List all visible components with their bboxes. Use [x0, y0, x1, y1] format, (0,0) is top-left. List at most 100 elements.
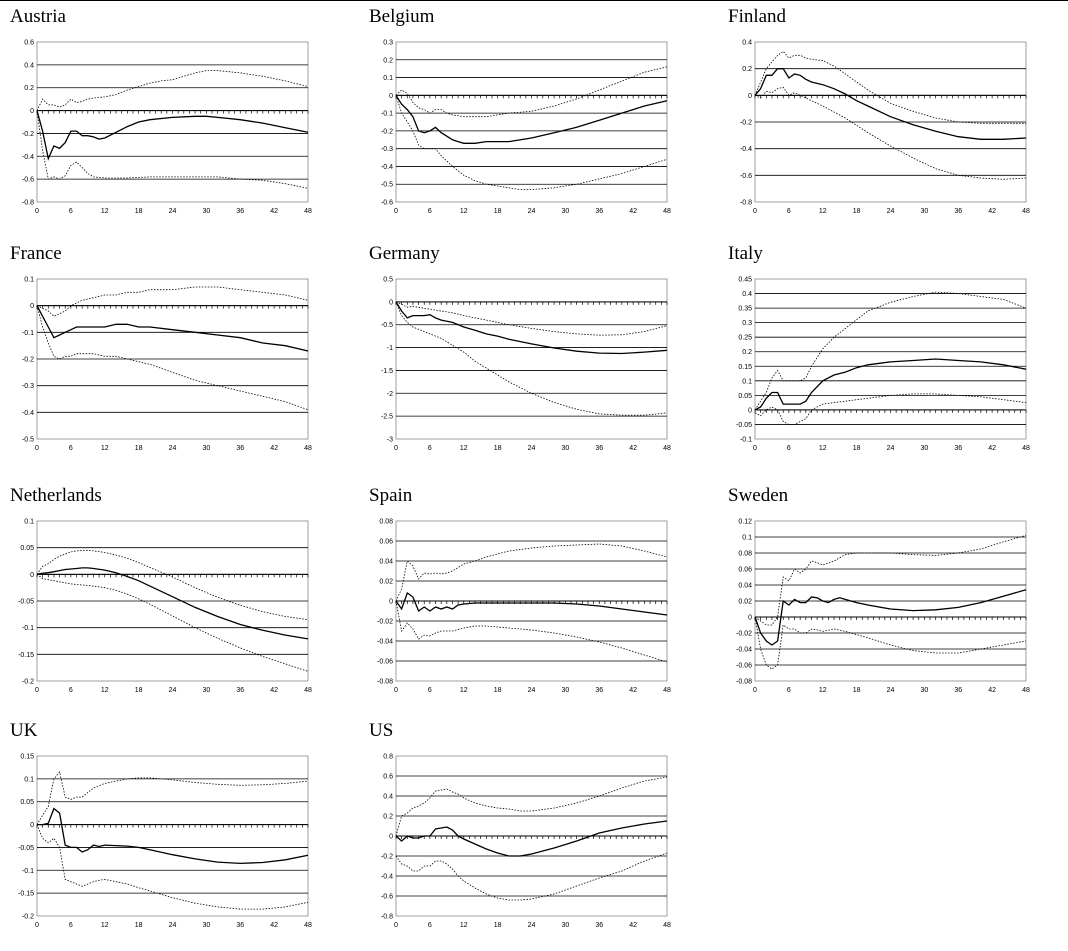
x-tick-label: 24 [887, 687, 895, 694]
y-tick-label: -0.15 [18, 891, 34, 898]
plot-frame [36, 41, 309, 203]
y-tick-label: -0.2 [22, 357, 34, 364]
y-tick-label: 0.1 [24, 519, 34, 526]
y-tick-label: 0 [30, 572, 34, 579]
series-line-upper [754, 535, 1027, 626]
y-tick-label: -0.5 [381, 182, 393, 189]
series-line-upper [36, 286, 309, 317]
x-tick-label: 36 [954, 687, 962, 694]
x-tick-label: 18 [135, 922, 143, 929]
y-tick-label: -3 [387, 437, 393, 444]
y-tick-label: 0.4 [742, 40, 752, 47]
x-tick-label: 42 [988, 445, 996, 452]
x-tick-label: 48 [1022, 208, 1030, 215]
x-tick-label: 6 [428, 922, 432, 929]
y-tick-label: 0.5 [383, 277, 393, 284]
series-line-lower [36, 573, 309, 672]
y-tick-label: 0.1 [383, 75, 393, 82]
x-tick-label: 42 [270, 922, 278, 929]
y-tick-label: -0.2 [22, 914, 34, 921]
y-tick-label: 0.02 [379, 579, 393, 586]
y-tick-label: 0.1 [24, 277, 34, 284]
x-tick-label: 12 [819, 445, 827, 452]
x-tick-label: 48 [663, 687, 671, 694]
series-line-upper [395, 776, 668, 837]
x-tick-label: 18 [135, 208, 143, 215]
x-tick-label: 36 [954, 208, 962, 215]
chart-plot: 0.30.20.10-0.1-0.2-0.3-0.4-0.5-0.60 6 12 18… [381, 40, 671, 216]
y-tick-label: -0.1 [22, 868, 34, 875]
chart-plot: 0.50-0.5-1-1.5-2-2.5-30 6 12 18 24 30 36 42 48 [381, 277, 671, 453]
x-tick-label: 18 [494, 208, 502, 215]
y-tick-label: -0.06 [377, 659, 393, 666]
x-tick-label: 48 [663, 922, 671, 929]
x-tick-label: 6 [69, 687, 73, 694]
chart-plot: 0.12 0.1 0.08 0.06 0.04 0.02 0 -0.02 -0.04 -0.06 -… [736, 519, 1030, 695]
y-tick-label: -0.4 [740, 146, 752, 153]
y-tick-label: 0.3 [742, 320, 752, 327]
y-tick-label: 0.08 [379, 519, 393, 526]
chart-title: Austria [10, 6, 66, 27]
x-tick-label: 42 [629, 687, 637, 694]
x-tick-label: 12 [819, 687, 827, 694]
y-tick-label: 0.08 [738, 551, 752, 558]
chart-panel-belgium: Belgium 0.3 0.2 0.1 0 -0.1 -0.2 -0.3 -0.4 -0.5 -0.… [369, 6, 671, 215]
x-tick-label: 6 [787, 445, 791, 452]
series-line-lower [36, 305, 309, 411]
x-tick-label: 12 [101, 445, 109, 452]
chart-panel-uk: UK 0.15 0.1 0.05 0 -0.05 -0.1 -0.15 -0.2 0 6 12 18 24… [10, 720, 312, 929]
y-tick-label: 0.6 [383, 774, 393, 781]
x-tick-label: 0 [35, 922, 39, 929]
x-tick-label: 24 [169, 687, 177, 694]
y-tick-label: -0.5 [381, 322, 393, 329]
series-line-lower [754, 393, 1027, 425]
x-tick-label: 24 [169, 208, 177, 215]
x-tick-label: 12 [460, 922, 468, 929]
x-tick-label: 36 [236, 687, 244, 694]
chart-title: Spain [369, 485, 413, 506]
x-tick-label: 30 [202, 208, 210, 215]
x-tick-label: 18 [135, 445, 143, 452]
x-tick-label: 30 [561, 922, 569, 929]
x-tick-label: 12 [460, 208, 468, 215]
plot-frame [395, 278, 668, 440]
x-tick-label: 36 [595, 687, 603, 694]
series-line-upper [754, 291, 1027, 411]
y-tick-label: 0.06 [738, 567, 752, 574]
y-tick-label: -0.1 [381, 111, 393, 118]
x-tick-label: 0 [753, 445, 757, 452]
y-tick-label: 0.35 [738, 306, 752, 313]
y-tick-label: -0.08 [736, 679, 752, 686]
x-tick-label: 0 [753, 687, 757, 694]
y-tick-label: -0.04 [736, 647, 752, 654]
x-tick-label: 18 [853, 208, 861, 215]
x-tick-label: 18 [494, 922, 502, 929]
x-tick-label: 48 [1022, 687, 1030, 694]
series-line-estimate [36, 305, 309, 352]
y-tick-label: 0 [389, 599, 393, 606]
series-line-estimate [395, 301, 668, 355]
y-tick-label: -0.4 [381, 164, 393, 171]
chart-title: Finland [728, 6, 787, 27]
x-tick-label: 0 [35, 208, 39, 215]
x-tick-label: 24 [887, 445, 895, 452]
chart-panel-netherlands: Netherlands 0.1 0.05 0 -0.05 -0.1 -0.15 -0.2 0 6 1… [10, 485, 312, 694]
y-tick-label: 0 [389, 834, 393, 841]
y-tick-label: -2 [387, 391, 393, 398]
x-tick-label: 36 [595, 208, 603, 215]
x-tick-label: 18 [853, 445, 861, 452]
chart-panel-france: France 0.1 0 -0.1 -0.2 -0.3 -0.4 -0.5 0 6 12 18 24 30… [10, 243, 312, 452]
y-tick-label: -0.04 [377, 639, 393, 646]
y-tick-label: -0.1 [22, 330, 34, 337]
x-tick-label: 6 [69, 208, 73, 215]
series-line-upper [36, 549, 309, 621]
chart-title: Belgium [369, 6, 435, 27]
x-tick-label: 36 [595, 922, 603, 929]
x-tick-label: 18 [494, 687, 502, 694]
x-tick-label: 0 [394, 922, 398, 929]
x-tick-label: 6 [428, 208, 432, 215]
x-tick-label: 30 [202, 922, 210, 929]
series-line-upper [36, 70, 309, 111]
x-tick-label: 36 [954, 445, 962, 452]
y-tick-label: -0.2 [740, 120, 752, 127]
